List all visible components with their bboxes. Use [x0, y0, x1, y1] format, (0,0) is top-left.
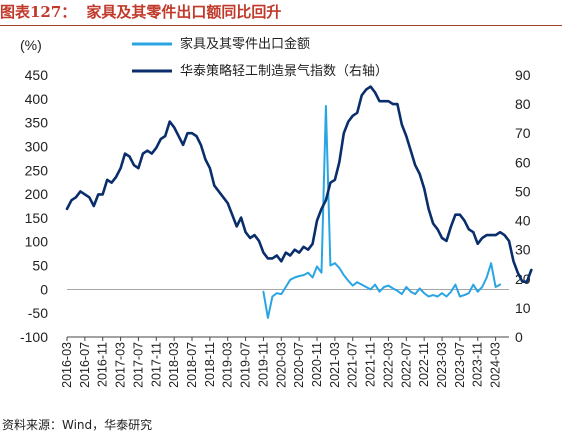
unit-label: (%) [20, 37, 42, 53]
x-tick-label: 2016-03 [60, 342, 74, 388]
y-right-tick-label: 30 [515, 242, 531, 258]
y-right-tick-label: 60 [515, 154, 531, 170]
y-right-tick-label: 70 [515, 125, 531, 141]
axes: 450400350300250200150100500-50-100908070… [20, 67, 531, 388]
legend: 家具及其零件出口金额 华泰策略轻工制造景气指数（右轴） [132, 36, 388, 79]
x-tick-label: 2022-11 [417, 342, 431, 387]
y-left-tick-label: 400 [25, 91, 49, 107]
x-tick-label: 2021-07 [346, 342, 360, 388]
x-tick-label: 2016-07 [78, 342, 92, 388]
x-tick-label: 2021-03 [328, 342, 342, 388]
y-left-tick-label: 350 [25, 115, 49, 131]
y-left-tick-label: 300 [25, 138, 49, 154]
x-tick-label: 2017-11 [149, 342, 163, 387]
x-tick-label: 2018-03 [167, 342, 181, 388]
y-right-tick-label: 80 [515, 96, 531, 112]
y-left-tick-label: -100 [20, 329, 48, 345]
y-left-tick-label: 100 [25, 234, 49, 250]
x-tick-label: 2023-07 [453, 342, 467, 388]
figure-title: 图表127： 家具及其零件出口额同比回升 [0, 2, 562, 24]
y-left-tick-label: -50 [28, 305, 48, 321]
x-tick-label: 2022-07 [399, 342, 413, 388]
x-tick-label: 2017-07 [131, 342, 145, 388]
source-note: 资料来源：Wind，华泰研究 [2, 418, 153, 432]
y-right-tick-label: 0 [515, 329, 523, 345]
y-left-tick-label: 150 [25, 210, 49, 226]
x-tick-label: 2022-03 [381, 342, 395, 388]
x-tick-label: 2023-03 [435, 342, 449, 388]
y-left-tick-label: 50 [32, 258, 48, 274]
x-tick-label: 2019-03 [221, 342, 235, 388]
x-tick-label: 2023-11 [471, 342, 485, 387]
y-left-tick-label: 200 [25, 186, 49, 202]
x-tick-label: 2024-03 [489, 342, 503, 388]
figure-title-text: 家具及其零件出口额同比回升 [86, 3, 282, 21]
x-tick-label: 2021-11 [364, 342, 378, 387]
x-tick-label: 2020-03 [274, 342, 288, 388]
x-tick-label: 2017-03 [114, 342, 128, 388]
y-right-tick-label: 40 [515, 213, 531, 229]
x-tick-label: 2020-07 [292, 342, 306, 388]
series-line-sentiment [65, 85, 533, 284]
y-left-tick-label: 450 [25, 67, 49, 83]
y-left-tick-label: 250 [25, 162, 49, 178]
y-right-tick-label: 10 [515, 300, 531, 316]
x-tick-label: 2018-11 [203, 342, 217, 387]
y-right-tick-label: 50 [515, 183, 531, 199]
legend-label-sentiment: 华泰策略轻工制造景气指数（右轴） [180, 63, 388, 79]
plot-area [65, 85, 533, 319]
y-right-tick-label: 90 [515, 67, 531, 83]
series-line-export [262, 105, 502, 319]
x-tick-label: 2018-07 [185, 342, 199, 388]
x-tick-label: 2020-11 [310, 342, 324, 387]
title-divider [0, 25, 562, 26]
legend-label-export: 家具及其零件出口金额 [180, 36, 310, 52]
y-left-tick-label: 0 [40, 281, 48, 297]
figure-label: 图表127： [0, 3, 77, 21]
x-tick-label: 2019-07 [239, 342, 253, 388]
x-tick-label: 2016-11 [96, 342, 110, 387]
x-tick-label: 2019-11 [256, 342, 270, 387]
